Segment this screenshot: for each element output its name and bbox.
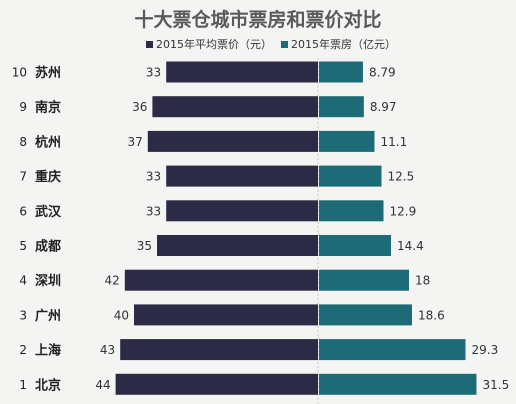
rank-label: 1 <box>19 378 27 392</box>
value-label-box-office: 12.9 <box>390 204 417 218</box>
city-label: 成都 <box>35 239 61 255</box>
value-label-avg-price: 37 <box>128 135 143 149</box>
value-label-avg-price: 35 <box>137 239 152 253</box>
bar-avg-price <box>124 269 318 291</box>
city-label: 重庆 <box>35 169 61 185</box>
bar-box-office <box>319 96 364 118</box>
value-label-box-office: 14.4 <box>397 239 424 253</box>
value-label-avg-price: 36 <box>132 100 147 114</box>
city-label: 杭州 <box>35 134 61 150</box>
city-label: 北京 <box>35 377 61 393</box>
value-label-box-office: 31.5 <box>483 378 510 392</box>
bar-box-office <box>319 373 477 395</box>
value-label-avg-price: 43 <box>100 343 115 357</box>
legend-swatch-box-office <box>281 41 288 48</box>
bar-avg-price <box>134 304 318 326</box>
bar-avg-price <box>166 165 318 187</box>
city-label: 武汉 <box>35 204 62 220</box>
bar-box-office <box>319 235 391 256</box>
bar-box-office <box>319 269 409 291</box>
bar-avg-price <box>166 200 318 222</box>
value-label-box-office: 8.97 <box>370 100 397 114</box>
city-label: 上海 <box>35 343 61 359</box>
bar-avg-price <box>166 61 318 83</box>
city-label: 广州 <box>35 308 61 324</box>
value-label-avg-price: 42 <box>105 274 120 288</box>
legend-label-avg-price: 2015年平均票价（元） <box>156 37 272 51</box>
value-label-box-office: 11.1 <box>381 135 408 149</box>
bar-avg-price <box>147 130 318 152</box>
chart-title: 十大票仓城市票房和票价对比 <box>134 8 381 31</box>
value-label-box-office: 8.79 <box>369 66 396 80</box>
rank-label: 9 <box>19 100 27 114</box>
rank-label: 8 <box>19 135 27 149</box>
bar-avg-price <box>152 96 318 118</box>
rank-label: 5 <box>19 239 27 253</box>
city-label: 南京 <box>35 100 61 116</box>
value-label-avg-price: 33 <box>146 66 161 80</box>
legend-label-box-office: 2015年票房（亿元） <box>291 37 396 51</box>
bar-box-office <box>319 339 466 361</box>
value-label-box-office: 29.3 <box>472 343 499 357</box>
rank-label: 7 <box>19 170 27 184</box>
legend: 2015年平均票价（元） 2015年票房（亿元） <box>146 37 396 51</box>
bar-avg-price <box>115 373 318 395</box>
rank-label: 10 <box>12 66 27 80</box>
bar-avg-price <box>120 339 318 361</box>
value-label-avg-price: 33 <box>146 204 161 218</box>
value-label-avg-price: 44 <box>95 378 110 392</box>
value-label-avg-price: 33 <box>146 170 161 184</box>
rank-label: 4 <box>19 274 27 288</box>
rank-label: 6 <box>19 204 27 218</box>
legend-swatch-avg-price <box>146 41 153 48</box>
rank-label: 3 <box>19 308 27 322</box>
bar-avg-price <box>157 235 318 256</box>
bar-rows: 10 苏州 33 8.79 9 南京 36 8.97 8 杭州 37 11.1 7 重庆 33 12.5 6 武汉… <box>12 61 510 395</box>
bar-box-office <box>319 61 363 83</box>
city-label: 深圳 <box>35 273 61 289</box>
bar-box-office <box>319 304 412 326</box>
bar-box-office <box>319 130 375 152</box>
value-label-avg-price: 40 <box>114 308 129 322</box>
value-label-box-office: 18 <box>415 274 430 288</box>
city-label: 苏州 <box>35 65 61 81</box>
value-label-box-office: 18.6 <box>418 308 445 322</box>
bar-box-office <box>319 165 382 187</box>
value-label-box-office: 12.5 <box>388 170 415 184</box>
rank-label: 2 <box>19 343 27 357</box>
bar-box-office <box>319 200 384 222</box>
